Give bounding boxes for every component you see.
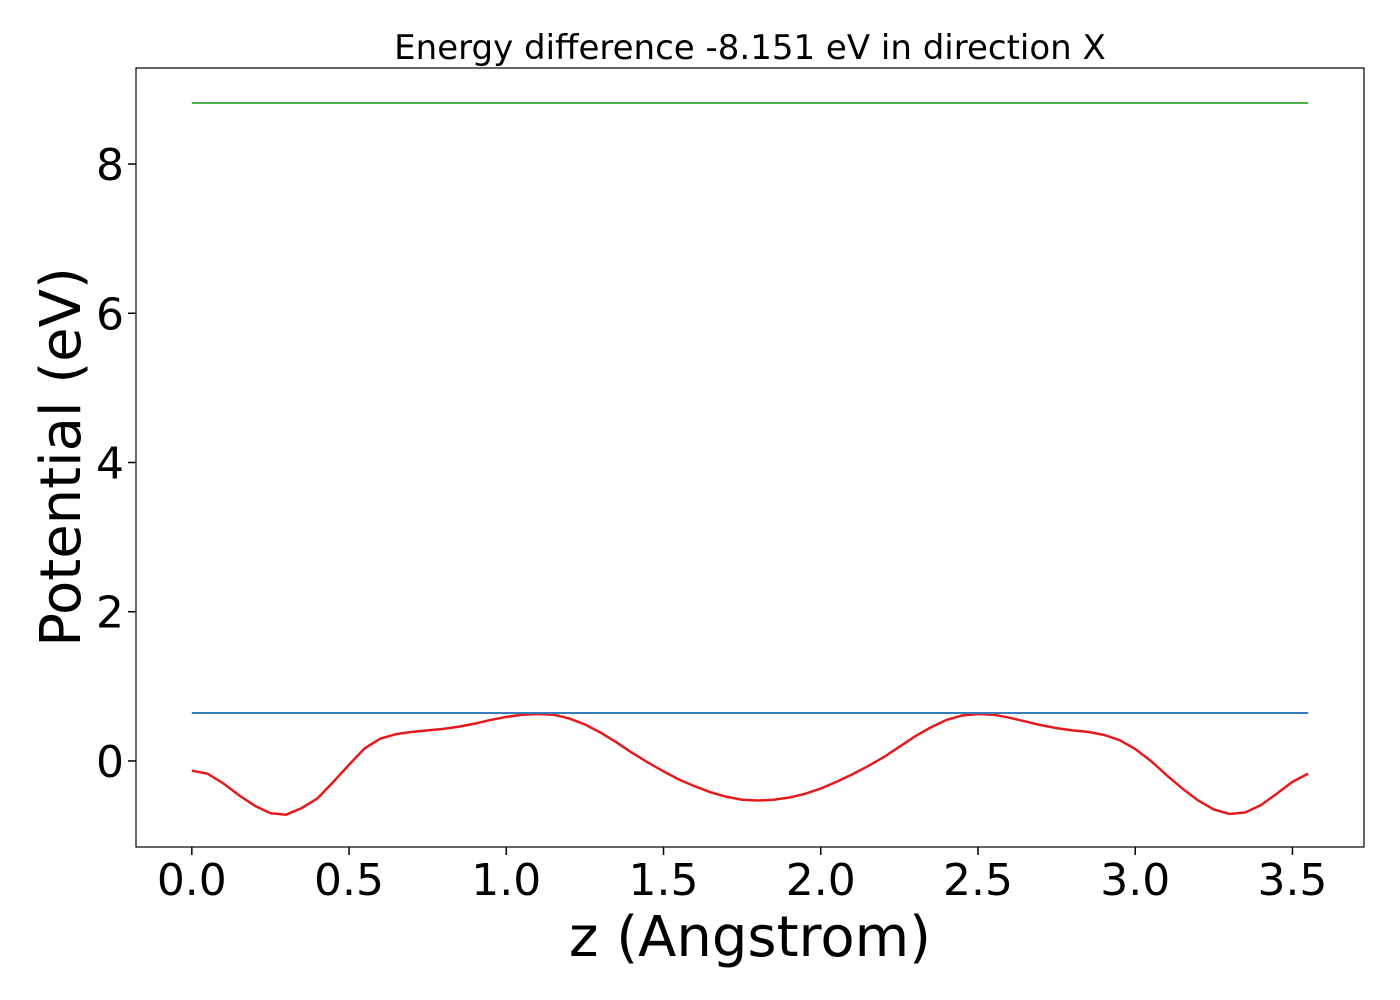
- x-tick-label: 3.0: [1100, 855, 1170, 906]
- y-tick-label: 8: [96, 140, 124, 191]
- y-tick-label: 4: [96, 438, 124, 489]
- x-tick-label: 3.5: [1257, 855, 1327, 906]
- line-series: [191, 712, 1309, 816]
- x-tick-label: 1.0: [471, 855, 541, 906]
- y-tick-label: 6: [96, 289, 124, 340]
- y-axis-label: Potential (eV): [29, 267, 94, 647]
- x-tick-label: 2.0: [786, 855, 856, 906]
- x-tick-label: 2.5: [943, 855, 1013, 906]
- plot-frame: [135, 67, 1365, 848]
- x-tick-label: 1.5: [629, 855, 699, 906]
- x-axis-label: z (Angstrom): [569, 905, 931, 970]
- y-tick-label: 0: [96, 737, 124, 788]
- x-tick-label: 0.5: [314, 855, 384, 906]
- x-tick-label: 0.0: [157, 855, 227, 906]
- y-tick-label: 2: [96, 588, 124, 639]
- chart-title: Energy difference -8.151 eV in direction…: [394, 28, 1106, 68]
